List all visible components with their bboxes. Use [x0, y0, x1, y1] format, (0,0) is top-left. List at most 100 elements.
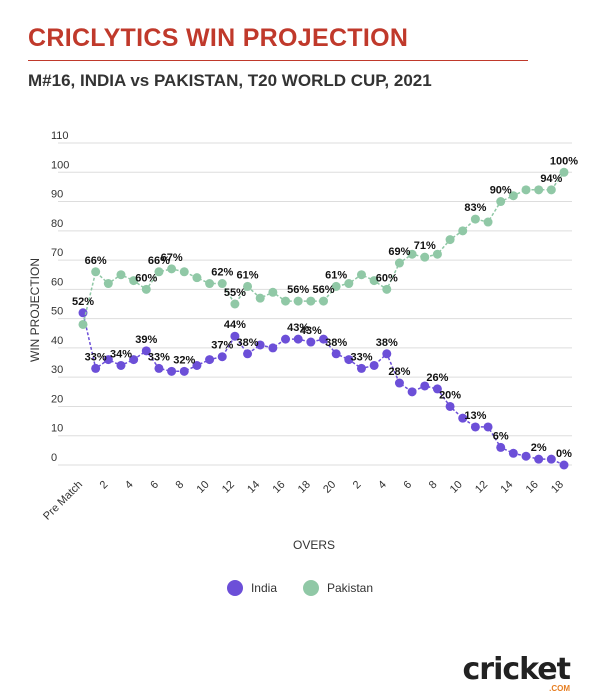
- y-tick-label: 100: [51, 159, 69, 171]
- x-tick-label: 10: [195, 479, 212, 496]
- data-label-pakistan: 61%: [325, 269, 347, 281]
- data-point-pakistan: [407, 249, 417, 259]
- data-label-india: 26%: [426, 372, 448, 384]
- data-label-pakistan: 66%: [148, 255, 170, 267]
- data-label-india: 52%: [72, 296, 94, 308]
- x-tick-label: 10: [448, 479, 465, 496]
- data-point-india: [78, 308, 88, 318]
- cricket-com-logo: cricket: [462, 652, 571, 687]
- data-point-pakistan: [129, 276, 139, 286]
- legend-swatch-pakistan: [303, 580, 319, 596]
- data-point-india: [546, 454, 556, 464]
- data-label-pakistan: 60%: [376, 272, 398, 284]
- cricket-com-logo-suffix: .COM: [549, 684, 570, 693]
- data-point-india: [141, 346, 151, 356]
- data-label-india: 20%: [439, 389, 461, 401]
- data-label-pakistan: 56%: [312, 284, 334, 296]
- x-tick-label: 18: [296, 479, 313, 496]
- data-label-india: 38%: [325, 337, 347, 349]
- data-point-pakistan: [534, 185, 544, 195]
- data-point-india: [382, 349, 392, 359]
- data-point-pakistan: [445, 235, 455, 245]
- data-point-pakistan: [369, 276, 379, 286]
- x-tick-label: 18: [549, 479, 566, 496]
- x-tick-label: 16: [271, 479, 288, 496]
- data-point-pakistan: [331, 281, 341, 291]
- data-point-india: [432, 384, 442, 394]
- data-point-pakistan: [91, 267, 101, 277]
- x-tick-label: 20: [321, 479, 338, 496]
- data-point-india: [458, 413, 468, 423]
- x-tick-label: 2: [98, 479, 111, 492]
- data-point-pakistan: [167, 264, 177, 274]
- data-point-pakistan: [306, 296, 316, 306]
- data-point-india: [103, 355, 113, 365]
- y-tick-label: 80: [51, 218, 63, 230]
- data-point-pakistan: [116, 270, 126, 280]
- data-label-india: 6%: [493, 430, 509, 442]
- x-tick-label: 14: [498, 479, 515, 496]
- data-point-pakistan: [319, 296, 328, 306]
- data-point-pakistan: [255, 293, 265, 303]
- data-point-pakistan: [521, 185, 531, 195]
- data-point-india: [369, 360, 379, 370]
- data-label-pakistan: 83%: [464, 202, 486, 214]
- legend-label-india: India: [250, 581, 277, 595]
- data-point-pakistan: [356, 270, 366, 280]
- data-label-india: 43%: [287, 322, 309, 334]
- data-point-pakistan: [154, 267, 164, 277]
- data-label-pakistan: 71%: [414, 240, 436, 252]
- legend-item-pakistan: Pakistan: [303, 580, 373, 596]
- data-label-pakistan: 66%: [85, 255, 107, 267]
- title-divider: [28, 60, 528, 61]
- x-tick-label: 16: [524, 479, 541, 496]
- y-tick-label: 30: [51, 364, 63, 376]
- data-label-india: 2%: [531, 442, 547, 454]
- data-point-india: [559, 460, 569, 470]
- y-tick-label: 0: [51, 452, 57, 464]
- data-point-india: [91, 363, 101, 373]
- data-point-pakistan: [470, 214, 480, 224]
- y-tick-label: 10: [51, 423, 63, 435]
- data-point-india: [179, 366, 189, 376]
- x-tick-label: 4: [123, 479, 136, 492]
- data-label-india: 33%: [85, 351, 107, 363]
- data-point-pakistan: [230, 299, 240, 309]
- data-point-india: [394, 378, 404, 388]
- data-point-pakistan: [496, 197, 506, 207]
- data-point-pakistan: [205, 279, 215, 289]
- data-point-pakistan: [192, 273, 202, 283]
- data-label-india: 44%: [224, 319, 246, 331]
- data-point-india: [281, 334, 291, 344]
- data-point-india: [205, 355, 215, 365]
- data-point-india: [255, 340, 265, 350]
- x-tick-label: 8: [427, 479, 440, 492]
- data-point-india: [470, 422, 480, 432]
- legend-label-pakistan: Pakistan: [327, 581, 374, 595]
- y-tick-label: 40: [51, 335, 63, 347]
- x-tick-label: 14: [245, 479, 262, 496]
- data-point-india: [306, 337, 316, 347]
- data-point-india: [521, 451, 531, 461]
- data-point-pakistan: [344, 279, 354, 289]
- data-point-india: [230, 331, 240, 341]
- data-point-india: [319, 334, 328, 344]
- y-tick-label: 50: [51, 306, 63, 318]
- data-label-india: 43%: [300, 325, 322, 337]
- y-axis-title: WIN PROJECTION: [28, 258, 42, 362]
- data-label-pakistan: 67%: [161, 252, 183, 264]
- data-label-india: 34%: [110, 348, 132, 360]
- data-point-india: [508, 448, 518, 458]
- data-point-india: [217, 352, 227, 362]
- y-tick-label: 60: [51, 276, 63, 288]
- data-point-pakistan: [432, 249, 442, 259]
- data-point-india: [293, 334, 303, 344]
- data-point-india: [116, 360, 126, 370]
- x-axis-ticks: Pre Match 2 4 6 8 10 12 14 16 18 20 2 4 6 8 10 12 14 16 18: [41, 479, 566, 523]
- data-point-india: [154, 363, 164, 373]
- data-point-india: [356, 363, 366, 373]
- data-point-india: [445, 401, 455, 411]
- data-point-pakistan: [458, 226, 468, 236]
- x-tick-label: Pre Match: [41, 479, 85, 523]
